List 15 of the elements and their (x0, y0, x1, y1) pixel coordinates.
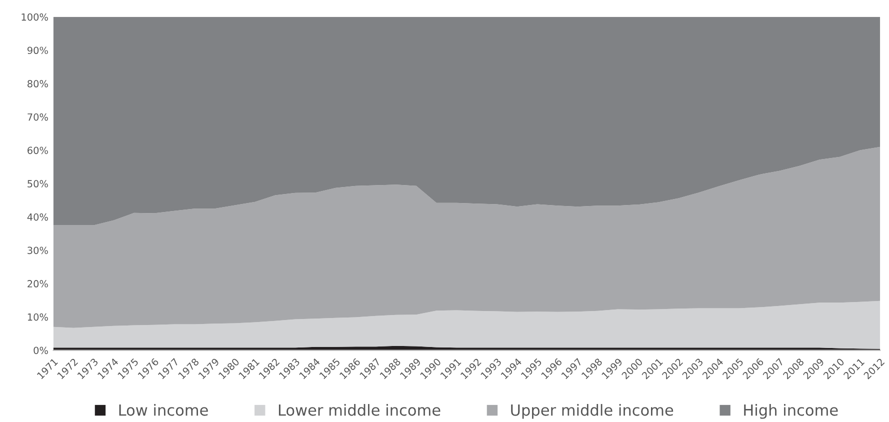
y-tick-label: 50% (28, 180, 48, 188)
y-tick-label: 40% (27, 213, 48, 221)
legend-label: Upper middle income (511, 404, 674, 419)
y-tick-label: 30% (28, 246, 48, 254)
y-tick-label: 70% (28, 113, 48, 121)
y-tick-label: 20% (28, 280, 48, 288)
y-tick-label: 10% (28, 313, 48, 321)
y-tick-label: 80% (28, 80, 48, 88)
y-tick-label: 0% (34, 346, 48, 354)
y-tick-label: 90% (27, 46, 48, 54)
y-tick-label: 100% (22, 13, 48, 21)
legend-label: Lower middle income (278, 404, 440, 416)
y-tick-label: 60% (28, 146, 48, 154)
legend-label: Low income (119, 404, 208, 416)
legend-label: High income (744, 404, 838, 419)
